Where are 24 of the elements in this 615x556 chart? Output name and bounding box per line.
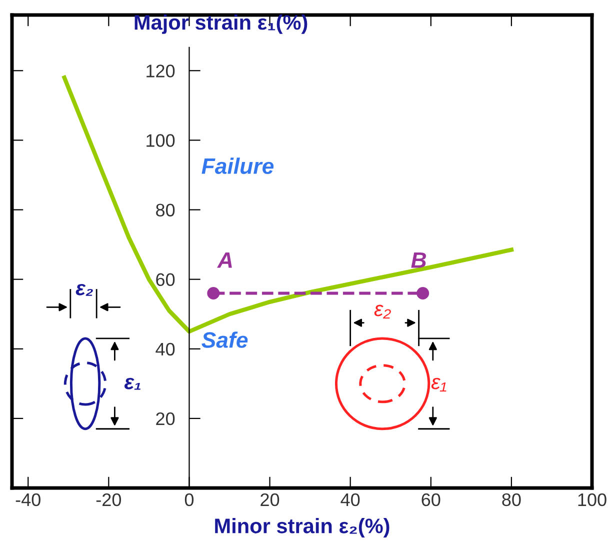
y-axis-title: Major strain ε₁(%) xyxy=(134,14,308,34)
y-tick-label: 20 xyxy=(156,412,175,426)
annotation: ε₂ xyxy=(374,304,391,318)
x-tick-label: 60 xyxy=(422,493,440,506)
annotation: Failure xyxy=(202,158,274,174)
y-tick-label: 80 xyxy=(156,204,175,216)
annotation: ε₁ xyxy=(431,378,446,392)
x-axis-title: Minor strain ε₂(%) xyxy=(215,518,390,538)
x-tick-label: 100 xyxy=(578,493,606,506)
y-tick-label: 40 xyxy=(156,342,175,356)
annotation: B xyxy=(411,252,426,268)
y-tick-label: 100 xyxy=(146,134,175,147)
y-tick-label: 60 xyxy=(156,273,175,286)
x-tick-label: 80 xyxy=(502,493,521,506)
annotation: Safe xyxy=(202,332,248,348)
x-tick-label: -20 xyxy=(96,493,122,506)
x-tick-label: 0 xyxy=(184,493,194,506)
annotation: ε₂ xyxy=(76,284,93,296)
x-tick-label: -40 xyxy=(16,493,40,506)
annotation: ε₁ xyxy=(124,378,141,390)
y-tick-label: 120 xyxy=(146,64,175,78)
x-tick-label: 40 xyxy=(340,493,360,506)
x-tick-label: 20 xyxy=(260,493,280,506)
annotation: A xyxy=(216,252,232,268)
